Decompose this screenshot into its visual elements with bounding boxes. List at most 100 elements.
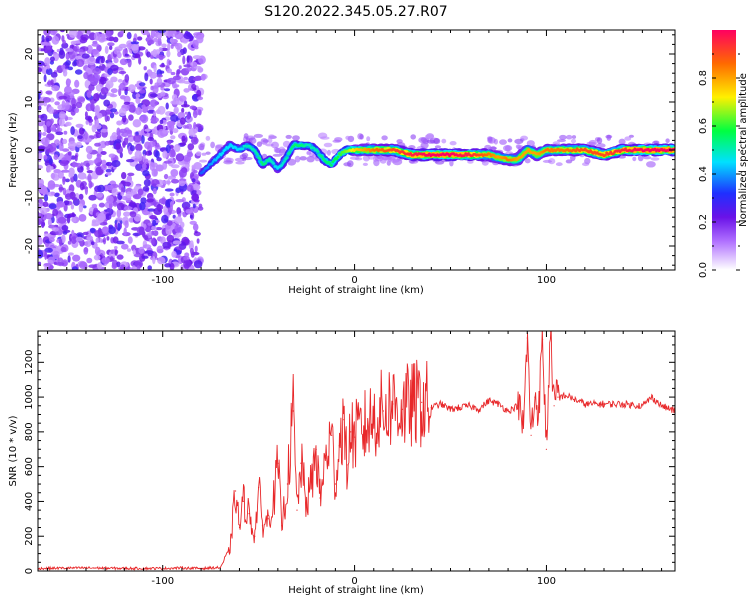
snr-point — [522, 427, 525, 429]
noise-speckle — [124, 74, 130, 83]
colorbar-tick-label: 0.4 — [698, 166, 709, 182]
snr-point — [641, 405, 644, 407]
noise-speckle — [48, 203, 57, 210]
noise-speckle — [67, 78, 72, 85]
noise-speckle — [127, 84, 136, 93]
ridge-halo — [596, 143, 606, 149]
ridge-cell — [308, 144, 312, 147]
noise-speckle — [164, 188, 174, 192]
ridge-halo — [379, 158, 387, 164]
snr-point — [392, 403, 394, 405]
noise-speckle — [58, 49, 66, 59]
noise-speckle — [45, 67, 53, 76]
noise-speckle — [110, 108, 118, 113]
noise-speckle — [138, 56, 142, 65]
noise-speckle — [118, 70, 127, 75]
ridge-cell — [214, 158, 218, 162]
noise-speckle — [200, 73, 206, 81]
noise-speckle — [86, 44, 93, 54]
ridge-halo — [249, 137, 257, 144]
noise-speckle — [72, 161, 76, 168]
noise-speckle — [61, 35, 65, 42]
noise-speckle — [50, 30, 57, 36]
snr-point — [469, 405, 471, 407]
noise-speckle — [91, 223, 99, 227]
noise-speckle — [193, 122, 197, 130]
noise-speckle — [126, 159, 135, 163]
noise-speckle — [88, 122, 93, 126]
snr-point — [325, 457, 327, 459]
noise-speckle — [38, 237, 43, 245]
x-tick-label: -100 — [151, 576, 174, 587]
noise-speckle — [42, 97, 51, 103]
noise-speckle — [107, 42, 115, 47]
snr-point — [557, 396, 559, 398]
noise-speckle — [131, 244, 137, 252]
snr-point — [311, 478, 313, 480]
ridge-halo — [624, 136, 632, 141]
noise-speckle — [56, 49, 61, 53]
noise-speckle — [70, 204, 75, 210]
y-tick-label: 20 — [24, 48, 35, 61]
noise-speckle — [187, 143, 195, 151]
snr-ylabel: SNR (10 * v/v) — [8, 415, 19, 486]
noise-speckle — [51, 85, 60, 92]
noise-speckle — [71, 266, 78, 270]
noise-speckle — [140, 114, 149, 124]
noise-speckle — [166, 234, 175, 243]
ridge-halo — [373, 156, 378, 163]
noise-speckle — [174, 144, 181, 152]
noise-speckle — [99, 221, 108, 226]
noise-speckle — [130, 41, 140, 45]
noise-speckle — [128, 136, 135, 143]
ridge-halo — [267, 137, 273, 144]
noise-speckle — [48, 237, 55, 243]
ridge-halo — [418, 137, 427, 144]
noise-speckle — [188, 75, 196, 84]
ridge-halo — [362, 154, 370, 162]
noise-speckle — [78, 261, 88, 270]
noise-speckle — [175, 42, 183, 50]
noise-speckle — [121, 243, 129, 250]
snr-point — [550, 329, 551, 330]
noise-speckle — [159, 236, 166, 244]
noise-speckle — [109, 94, 118, 98]
noise-speckle — [152, 49, 157, 58]
noise-speckle — [106, 236, 110, 241]
noise-speckle — [71, 104, 77, 109]
noise-speckle — [124, 53, 129, 57]
snr-point — [238, 526, 241, 529]
noise-speckle — [175, 232, 182, 238]
snr-point — [545, 448, 548, 450]
noise-speckle — [155, 150, 160, 159]
noise-speckle — [33, 224, 38, 231]
ridge-halo — [653, 140, 660, 145]
y-tick-label: 200 — [24, 527, 35, 546]
noise-speckle — [133, 157, 142, 162]
x-tick-label: 0 — [351, 576, 357, 587]
noise-speckle — [72, 46, 78, 52]
noise-speckle — [43, 102, 48, 107]
noise-speckle — [65, 121, 72, 127]
ridge-halo — [588, 139, 597, 147]
noise-speckle — [119, 58, 128, 66]
noise-speckle — [157, 256, 166, 265]
noise-speckle — [123, 211, 131, 217]
noise-speckle — [47, 218, 52, 227]
noise-speckle — [193, 65, 202, 69]
ridge-cell — [288, 151, 292, 154]
noise-speckle — [178, 95, 187, 102]
noise-speckle — [120, 191, 125, 196]
ridge-halo — [272, 153, 283, 157]
noise-speckle — [80, 34, 89, 41]
ridge-halo — [271, 141, 279, 149]
noise-speckle — [104, 45, 109, 54]
noise-speckle — [174, 84, 180, 88]
noise-speckle — [40, 113, 48, 121]
noise-speckle — [156, 245, 164, 254]
snr-point — [459, 406, 461, 409]
noise-speckle — [62, 138, 68, 145]
noise-speckle — [43, 30, 51, 36]
noise-speckle — [90, 102, 95, 111]
noise-speckle — [86, 152, 93, 160]
